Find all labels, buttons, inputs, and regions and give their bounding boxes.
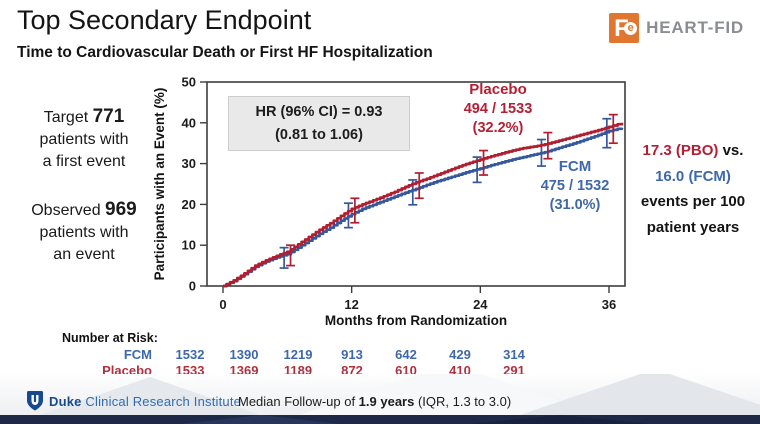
fe-icon-e: e	[624, 22, 638, 35]
fcm-percent: (31.0%)	[549, 197, 601, 213]
svg-text:40: 40	[182, 115, 196, 130]
chevron-pattern-icon	[520, 374, 760, 415]
footer-band	[0, 374, 760, 415]
risk-row-fcm: 1532 1390 1219 913 642 429 314	[163, 347, 541, 362]
placebo-label: Placebo	[469, 81, 527, 98]
svg-text:0: 0	[189, 279, 196, 294]
number-at-risk-header: Number at Risk:	[62, 331, 158, 345]
risk-value: 1390	[229, 347, 259, 362]
risk-value: 429	[449, 347, 471, 362]
y-axis-label: Participants with an Event (%)	[152, 88, 167, 281]
target-events-line: Target 771 patients with a first event	[6, 106, 162, 173]
heart-fid-logo: F e HEART-FID	[609, 13, 744, 43]
risk-value: 314	[503, 347, 525, 362]
observed-value: 969	[105, 199, 137, 220]
pbo-rate: 17.3 (PBO)	[642, 142, 719, 159]
median-followup-text: Median Follow-up of 1.9 years (IQR, 1.3 …	[238, 394, 511, 409]
event-rate-line3: events per 100	[640, 193, 746, 210]
risk-value: 642	[395, 347, 417, 362]
median-value: 1.9 years	[358, 394, 415, 409]
trial-name: HEART-FID	[646, 18, 744, 37]
svg-text:24: 24	[473, 297, 488, 312]
risk-value: 913	[341, 347, 363, 362]
fcm-annotation: FCM 475 / 1532 (31.0%)	[516, 157, 634, 216]
page-title: Top Secondary Endpoint	[17, 5, 312, 35]
x-axis-label: Months from Randomization	[325, 313, 507, 328]
hr-value: HR (96% CI) = 0.93	[255, 103, 383, 120]
observed-events-line: Observed 969 patients with an event	[6, 199, 162, 266]
risk-row-label-fcm: FCM	[123, 347, 152, 362]
risk-value: 1219	[283, 347, 313, 362]
chevron-pattern-icon	[40, 377, 260, 415]
observed-line2: patients with	[39, 224, 129, 241]
placebo-counts: 494 / 1533	[463, 100, 533, 117]
placebo-percent: (32.2%)	[472, 120, 524, 136]
target-line2: patients with	[39, 131, 129, 148]
target-line3: a first event	[42, 153, 126, 170]
hr-ci: (0.81 to 1.06)	[275, 126, 363, 143]
duke-text: Duke Clinical Research Institute	[49, 394, 241, 409]
svg-text:20: 20	[182, 197, 196, 212]
vs-text: vs.	[718, 142, 744, 159]
event-rate-panel: 17.3 (PBO) vs. 16.0 (FCM) events per 100…	[629, 138, 757, 240]
error-bars-placebo	[286, 113, 618, 267]
iron-fe-icon: F e	[609, 13, 640, 43]
chevron-pattern-icon	[470, 415, 650, 424]
median-iqr: (IQR, 1.3 to 3.0)	[414, 394, 512, 409]
hazard-ratio-box: HR (96% CI) = 0.93 (0.81 to 1.06)	[228, 96, 410, 151]
chevron-pattern-icon	[180, 415, 340, 424]
fcm-counts: 475 / 1532	[540, 177, 610, 194]
x-axis: 0 12 24 36	[219, 286, 616, 312]
page-subtitle: Time to Cardiovascular Death or First HF…	[17, 44, 433, 61]
observed-prefix: Observed	[31, 202, 106, 219]
bottom-navy-bar	[0, 415, 760, 424]
median-prefix: Median Follow-up of	[238, 394, 359, 409]
svg-text:12: 12	[344, 297, 358, 312]
y-axis: 0 10 20 30 40 50	[182, 75, 207, 294]
observed-line3: an event	[53, 246, 115, 263]
event-summary-panel: Target 771 patients with a first event O…	[6, 106, 162, 266]
target-prefix: Target	[43, 109, 93, 126]
svg-text:36: 36	[602, 297, 616, 312]
duke-shield-icon	[27, 391, 43, 411]
plot-frame	[206, 81, 626, 287]
target-value: 771	[92, 106, 125, 127]
risk-value: 1532	[175, 347, 205, 362]
fe-icon-f: F	[614, 15, 629, 42]
fcm-rate: 16.0 (FCM)	[655, 167, 731, 185]
placebo-annotation: Placebo 494 / 1533 (32.2%)	[439, 80, 557, 139]
duke-bold: Duke	[49, 393, 82, 409]
event-rate-line4: patient years	[646, 218, 740, 236]
km-curve-chart: 0 10 20 30 40 50 0 12 24 36 Participants with an E…	[152, 75, 626, 328]
duke-rest: Clinical Research Institute	[81, 393, 242, 409]
svg-text:0: 0	[219, 297, 226, 312]
duke-logo: Duke Clinical Research Institute	[26, 390, 241, 412]
svg-text:50: 50	[182, 75, 196, 90]
svg-text:10: 10	[182, 238, 196, 253]
svg-text:30: 30	[182, 156, 196, 171]
event-rate-line1: 17.3 (PBO) vs.	[629, 138, 757, 164]
fcm-label: FCM	[558, 158, 592, 175]
